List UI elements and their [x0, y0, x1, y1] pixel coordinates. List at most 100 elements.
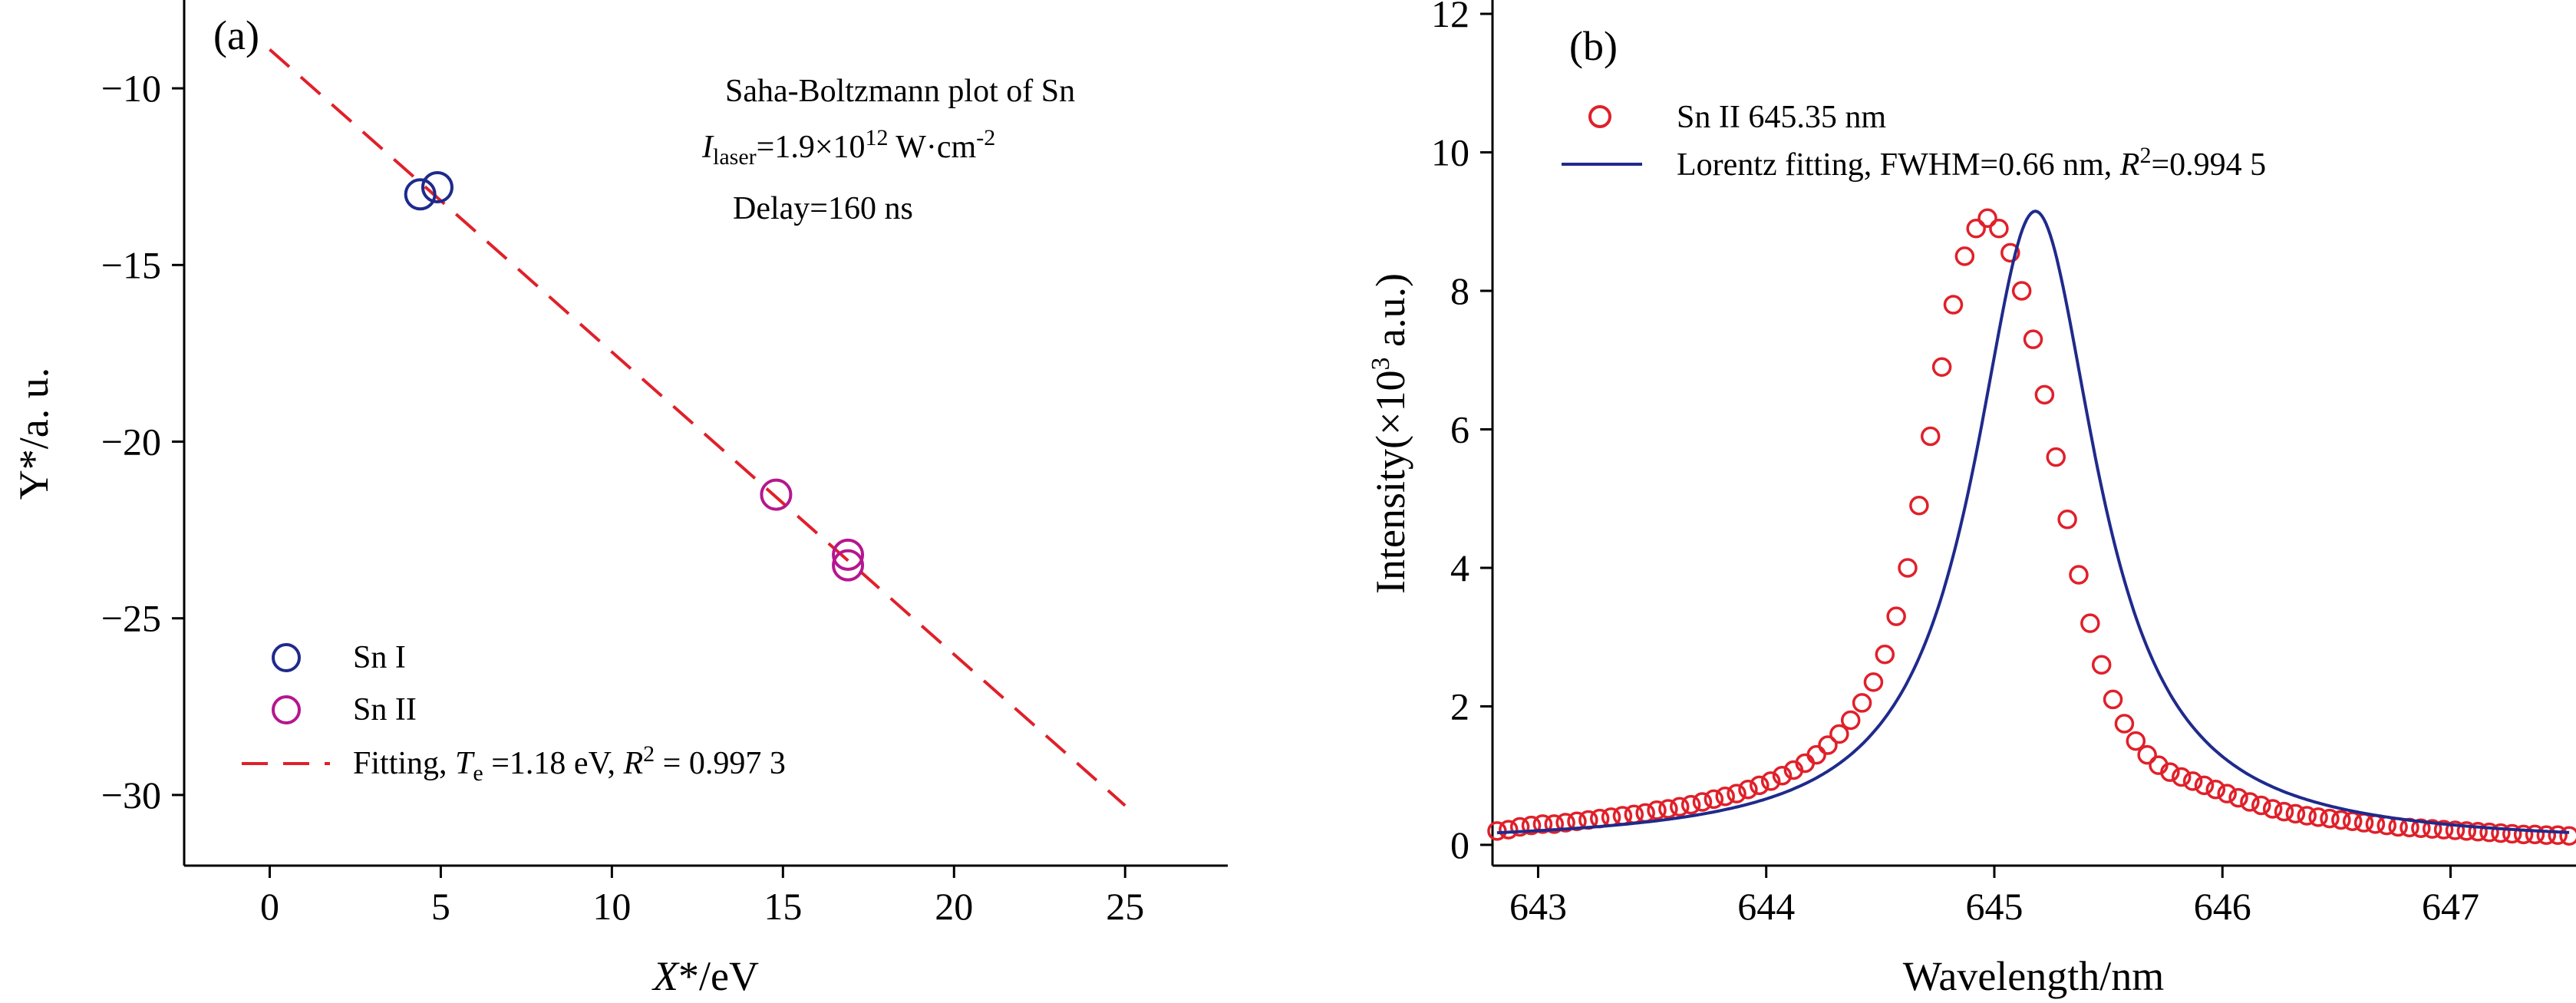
measured-point — [2057, 510, 2077, 530]
legend-sn-i-marker — [272, 643, 301, 672]
measured-point — [1943, 295, 1964, 315]
measured-point — [1829, 724, 1849, 744]
y-tick-label: 12 — [1431, 0, 1469, 35]
panel-a-annotation-title: Saha-Boltzmann plot of Sn — [725, 74, 1075, 109]
measured-point — [1931, 357, 1952, 378]
x-tick-label: 25 — [1106, 885, 1144, 928]
measured-point — [2525, 824, 2545, 845]
panel-a-chart: 0 5 10 15 20 25 −10 −15 −20 −25 −30 (a) Saha-Bolt… — [11, 0, 1228, 999]
measured-point — [2274, 801, 2294, 822]
measured-point — [1704, 789, 1724, 810]
measured-point — [2137, 744, 2157, 765]
measured-point — [2262, 799, 2283, 819]
measured-point — [2251, 795, 2271, 816]
y-tick-label: 8 — [1450, 269, 1469, 312]
legend-lorentz-label: Lorentz fitting, FWHM=0.66 nm, R2=0.994 … — [1677, 143, 2266, 183]
measured-point — [2046, 447, 2066, 467]
measured-point — [2217, 784, 2237, 803]
measured-point — [2456, 821, 2477, 841]
measured-point — [2069, 565, 2089, 585]
measured-point — [2548, 825, 2568, 846]
measured-point — [2422, 819, 2442, 839]
panel-a-label: (a) — [213, 12, 259, 58]
legend-sn-i-label: Sn I — [353, 640, 406, 675]
measured-point — [2228, 787, 2248, 808]
y-tick-label: 4 — [1450, 546, 1469, 589]
measured-point — [2411, 818, 2431, 839]
y-tick-label: 0 — [1450, 823, 1469, 866]
panel-b-label: (b) — [1569, 23, 1618, 69]
measured-point — [1750, 775, 1770, 796]
measured-point — [1521, 815, 1542, 836]
data-point-sn-ii — [760, 478, 793, 511]
measured-point — [2513, 824, 2534, 845]
measured-point — [2023, 329, 2043, 349]
measured-point — [2331, 810, 2351, 830]
panel-a-y-ticks: −10 −15 −20 −25 −30 — [101, 67, 184, 817]
measured-point — [2433, 820, 2454, 840]
measured-point — [1499, 820, 1519, 840]
measured-point — [1715, 787, 1735, 807]
legend-measured-label: Sn II 645.35 nm — [1677, 100, 1886, 135]
measured-point — [1658, 799, 1678, 819]
y-tick-label: −10 — [101, 67, 161, 110]
x-tick-label: 643 — [1509, 885, 1567, 928]
y-tick-label: −15 — [101, 243, 161, 286]
measured-point — [1966, 219, 1986, 239]
panel-a-fit-line — [269, 48, 1126, 807]
measured-point — [1692, 792, 1713, 812]
measured-point — [2126, 731, 2146, 751]
panel-a-data-points — [404, 171, 865, 582]
measured-point — [2479, 822, 2499, 843]
measured-point — [2000, 243, 2020, 263]
measured-point — [1989, 219, 2009, 239]
measured-point — [2536, 825, 2557, 846]
measured-point — [1818, 735, 1838, 755]
measured-point — [1920, 426, 1941, 447]
y-tick-label: 6 — [1450, 407, 1469, 450]
x-tick-label: 15 — [764, 885, 802, 928]
measured-point — [1681, 794, 1701, 815]
x-tick-label: 646 — [2194, 885, 2251, 928]
panel-a-x-ticks: 0 5 10 15 20 25 — [260, 866, 1144, 928]
measured-point — [2240, 792, 2260, 812]
x-tick-label: 647 — [2422, 885, 2479, 928]
measured-point — [1909, 496, 1929, 516]
measured-point — [2103, 689, 2123, 710]
measured-point — [2320, 808, 2340, 829]
measured-point — [2285, 803, 2306, 824]
measured-point — [1863, 672, 1884, 692]
panel-b-legend: Sn II 645.35 nm Lorentz fitting, FWHM=0.… — [1562, 100, 2266, 183]
panel-b-y-axis-label: Intensity(×103 a.u.) — [1367, 273, 1413, 594]
x-tick-label: 644 — [1737, 885, 1795, 928]
measured-point — [2011, 281, 2032, 301]
measured-point — [2034, 384, 2055, 405]
measured-point — [1840, 710, 1861, 731]
x-tick-label: 20 — [935, 885, 973, 928]
measured-point — [2114, 714, 2135, 734]
panel-a-y-axis-label: Y*/a. u. — [11, 368, 57, 500]
y-tick-label: −30 — [101, 774, 161, 817]
measured-point — [1647, 800, 1667, 820]
measured-point — [1886, 606, 1906, 626]
x-tick-label: 5 — [431, 885, 450, 928]
panel-b-x-ticks: 643 644 645 646 647 — [1509, 866, 2479, 928]
panel-a-annotation-delay: Delay=160 ns — [733, 191, 913, 226]
measured-point — [1977, 208, 1997, 229]
measured-point — [1852, 693, 1872, 713]
legend-sn-ii-label: Sn II — [353, 692, 417, 728]
panel-a-annotation-laser: Ilaser=1.9×1012 W·cm-2 — [701, 125, 995, 170]
measured-point — [1738, 779, 1758, 800]
measured-point — [2194, 775, 2215, 796]
measured-point — [2502, 823, 2522, 844]
measured-point — [1760, 771, 1781, 791]
measured-point — [1509, 817, 1530, 837]
panel-b-x-axis-label: Wavelength/nm — [1903, 953, 2165, 999]
measured-point — [2445, 820, 2466, 840]
data-point-sn-i — [404, 178, 437, 211]
measured-point — [1544, 814, 1565, 834]
measured-point — [1954, 246, 1975, 266]
measured-point — [2308, 807, 2328, 827]
fit-line — [269, 48, 1126, 807]
data-point-sn-i — [421, 171, 454, 204]
